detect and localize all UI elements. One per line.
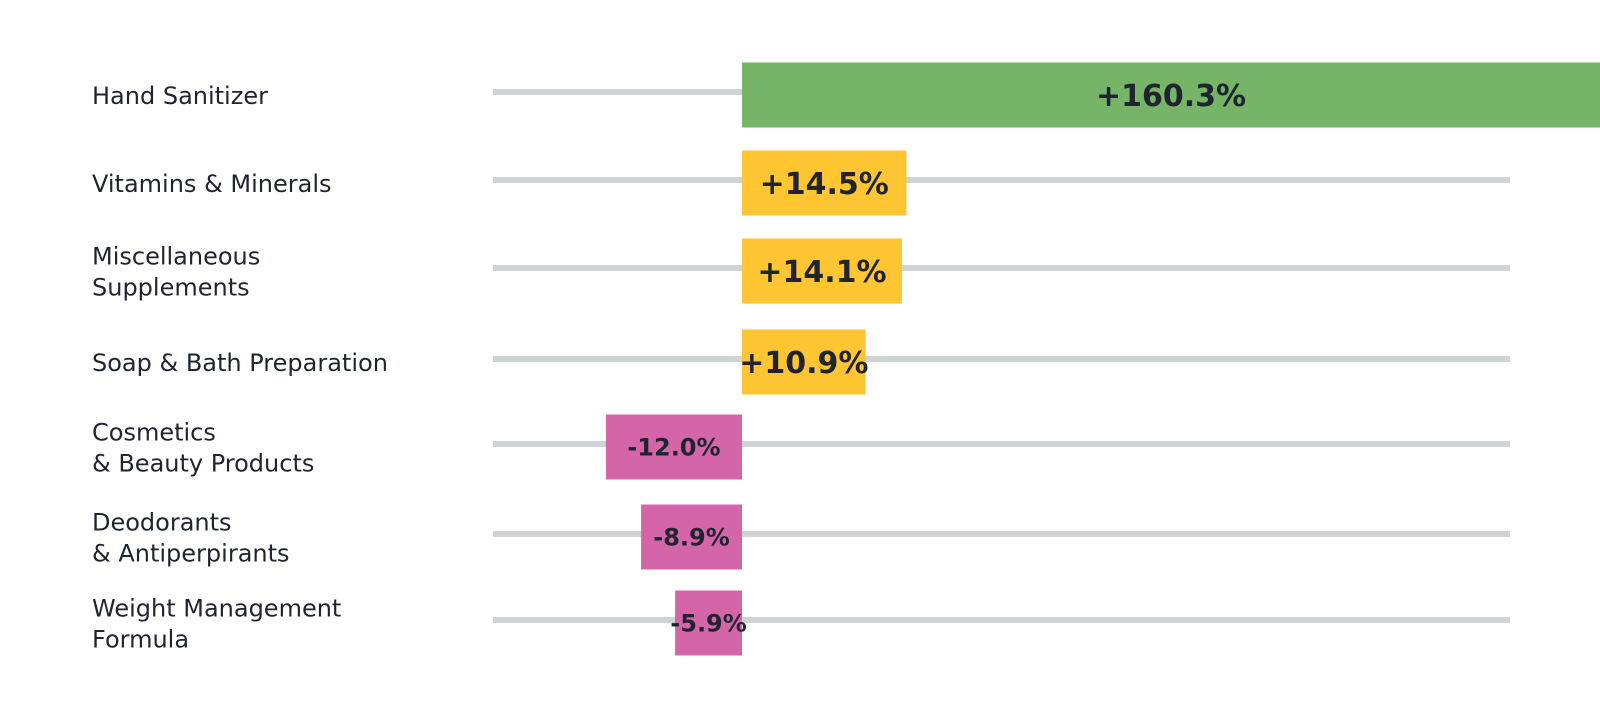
category-label-line: Hand Sanitizer <box>92 82 268 110</box>
bar <box>742 329 866 395</box>
category-label: Soap & Bath Preparation <box>92 349 388 377</box>
category-label-line: Supplements <box>92 274 250 302</box>
category-label-line: Weight Management <box>92 595 341 623</box>
bar-row: Miscellaneous Supplements +14.1% <box>92 238 1510 304</box>
category-label: Miscellaneous Supplements <box>92 243 260 302</box>
bar-row: Cosmetics & Beauty Products -12.0% <box>92 414 1510 480</box>
data-label: +160.3% <box>1096 79 1246 114</box>
data-label: +10.9% <box>739 346 868 381</box>
data-label: -12.0% <box>627 434 720 462</box>
bar-row: Hand Sanitizer +160.3% <box>92 62 1600 128</box>
data-label: +14.1% <box>757 255 886 290</box>
category-label: Hand Sanitizer <box>92 82 268 110</box>
category-label: Weight Management Formula <box>92 595 341 654</box>
data-label: -5.9% <box>670 610 747 638</box>
data-label: +14.5% <box>760 167 889 202</box>
category-label-line: Cosmetics <box>92 419 216 447</box>
bar-row: Weight Management Formula -5.9% <box>92 590 1510 656</box>
data-label: -8.9% <box>653 524 730 552</box>
category-label-line: Soap & Bath Preparation <box>92 349 388 377</box>
category-label-line: Miscellaneous <box>92 243 260 271</box>
bar <box>742 150 907 216</box>
category-label: Deodorants & Antiperpirants <box>92 509 290 568</box>
category-label: Cosmetics & Beauty Products <box>92 419 314 478</box>
bar-row: Vitamins & Minerals +14.5% <box>92 150 1510 216</box>
bar <box>641 504 742 570</box>
bar-row: Deodorants & Antiperpirants -8.9% <box>92 504 1510 570</box>
category-label: Vitamins & Minerals <box>92 170 332 198</box>
category-label-line: & Beauty Products <box>92 450 314 478</box>
bar-row: Soap & Bath Preparation +10.9% <box>92 329 1510 395</box>
bar <box>675 590 742 656</box>
category-label-line: Formula <box>92 626 189 654</box>
category-label-line: Deodorants <box>92 509 232 537</box>
bar <box>742 238 902 304</box>
bar <box>742 62 1600 128</box>
bar <box>605 414 742 480</box>
category-label-line: & Antiperpirants <box>92 540 290 568</box>
category-label-line: Vitamins & Minerals <box>92 170 332 198</box>
